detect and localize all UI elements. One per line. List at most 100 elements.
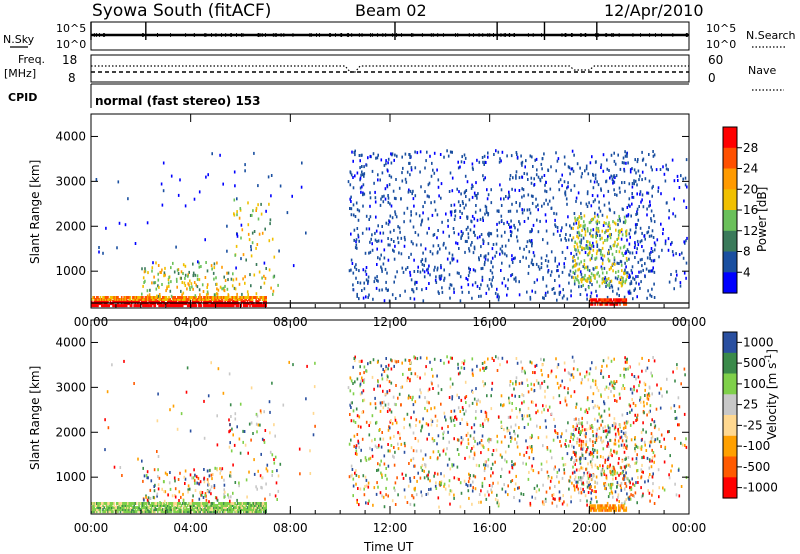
data-cell bbox=[605, 285, 607, 288]
data-cell bbox=[261, 296, 264, 299]
data-cell bbox=[512, 176, 514, 180]
data-cell bbox=[181, 304, 184, 308]
data-cell bbox=[168, 300, 170, 304]
data-cell bbox=[380, 197, 382, 201]
data-cell bbox=[607, 223, 610, 227]
data-cell bbox=[208, 300, 210, 304]
data-cell bbox=[129, 508, 132, 512]
data-cell bbox=[352, 176, 354, 179]
data-cell bbox=[163, 274, 165, 278]
data-cell bbox=[107, 300, 109, 304]
data-cell bbox=[231, 508, 234, 512]
data-cell bbox=[568, 166, 571, 170]
data-cell bbox=[429, 273, 431, 277]
data-cell bbox=[556, 298, 558, 302]
data-cell bbox=[211, 502, 214, 505]
data-cell bbox=[221, 502, 224, 505]
data-cell bbox=[309, 449, 311, 453]
data-cell bbox=[174, 487, 177, 491]
data-cell bbox=[248, 508, 250, 512]
data-cell bbox=[253, 472, 256, 476]
data-cell bbox=[668, 209, 670, 213]
data-cell bbox=[230, 296, 233, 299]
data-cell bbox=[530, 467, 533, 471]
data-cell bbox=[358, 503, 360, 507]
data-cell bbox=[615, 228, 617, 232]
data-cell bbox=[393, 240, 395, 243]
data-cell bbox=[497, 150, 500, 154]
data-cell bbox=[377, 224, 379, 228]
data-cell bbox=[194, 489, 197, 492]
data-cell bbox=[639, 258, 642, 262]
data-cell bbox=[125, 300, 128, 304]
data-cell bbox=[638, 384, 640, 388]
data-cell bbox=[637, 275, 639, 278]
data-cell bbox=[144, 506, 147, 510]
data-cell bbox=[646, 191, 648, 195]
data-cell bbox=[523, 220, 526, 223]
data-cell bbox=[356, 171, 359, 175]
data-cell bbox=[381, 288, 383, 292]
data-cell bbox=[610, 380, 612, 384]
data-cell bbox=[641, 193, 644, 197]
data-cell bbox=[395, 178, 397, 181]
data-cell bbox=[532, 469, 535, 473]
nave-label: Nave bbox=[748, 64, 776, 77]
data-cell bbox=[634, 256, 636, 259]
data-cell bbox=[312, 411, 315, 415]
data-cell bbox=[554, 497, 556, 501]
data-cell bbox=[167, 506, 169, 510]
data-cell bbox=[230, 415, 232, 418]
data-cell bbox=[496, 434, 498, 438]
data-cell bbox=[479, 208, 482, 212]
data-cell bbox=[433, 200, 436, 204]
data-cell bbox=[447, 430, 449, 434]
data-cell bbox=[637, 158, 639, 161]
data-cell bbox=[368, 433, 371, 437]
data-cell bbox=[511, 402, 513, 405]
data-cell bbox=[157, 510, 159, 514]
data-cell bbox=[356, 246, 358, 250]
data-cell bbox=[362, 296, 365, 300]
data-cell bbox=[354, 421, 357, 424]
data-cell bbox=[486, 210, 488, 214]
data-cell bbox=[620, 276, 623, 280]
data-cell bbox=[148, 502, 150, 505]
data-cell bbox=[198, 265, 201, 269]
data-cell bbox=[231, 298, 234, 301]
data-cell bbox=[393, 402, 396, 406]
data-cell bbox=[422, 457, 424, 461]
colorbar-cell bbox=[723, 210, 737, 232]
data-cell bbox=[596, 219, 599, 223]
data-cell bbox=[151, 281, 153, 285]
data-cell bbox=[223, 304, 225, 308]
data-cell bbox=[667, 168, 669, 172]
data-cell bbox=[184, 300, 186, 304]
data-cell bbox=[519, 260, 521, 263]
data-cell bbox=[561, 296, 564, 300]
data-cell bbox=[211, 296, 214, 299]
data-cell bbox=[558, 284, 561, 288]
data-cell bbox=[569, 172, 571, 176]
data-cell bbox=[511, 408, 513, 412]
data-cell bbox=[501, 244, 504, 248]
data-cell bbox=[173, 298, 175, 301]
data-cell bbox=[438, 194, 440, 198]
data-cell bbox=[107, 296, 109, 299]
data-cell bbox=[508, 470, 511, 474]
data-cell bbox=[97, 296, 99, 299]
data-cell bbox=[92, 508, 94, 512]
data-cell bbox=[214, 296, 216, 299]
data-cell bbox=[178, 296, 180, 299]
data-cell bbox=[119, 466, 122, 469]
data-cell bbox=[416, 151, 419, 155]
data-cell bbox=[195, 475, 198, 479]
data-cell bbox=[260, 212, 263, 216]
data-cell bbox=[583, 227, 586, 231]
data-cell bbox=[625, 358, 628, 362]
data-cell bbox=[190, 296, 193, 299]
data-cell bbox=[621, 300, 624, 304]
data-cell bbox=[432, 233, 435, 237]
data-cell bbox=[571, 149, 574, 153]
data-cell bbox=[587, 277, 589, 281]
